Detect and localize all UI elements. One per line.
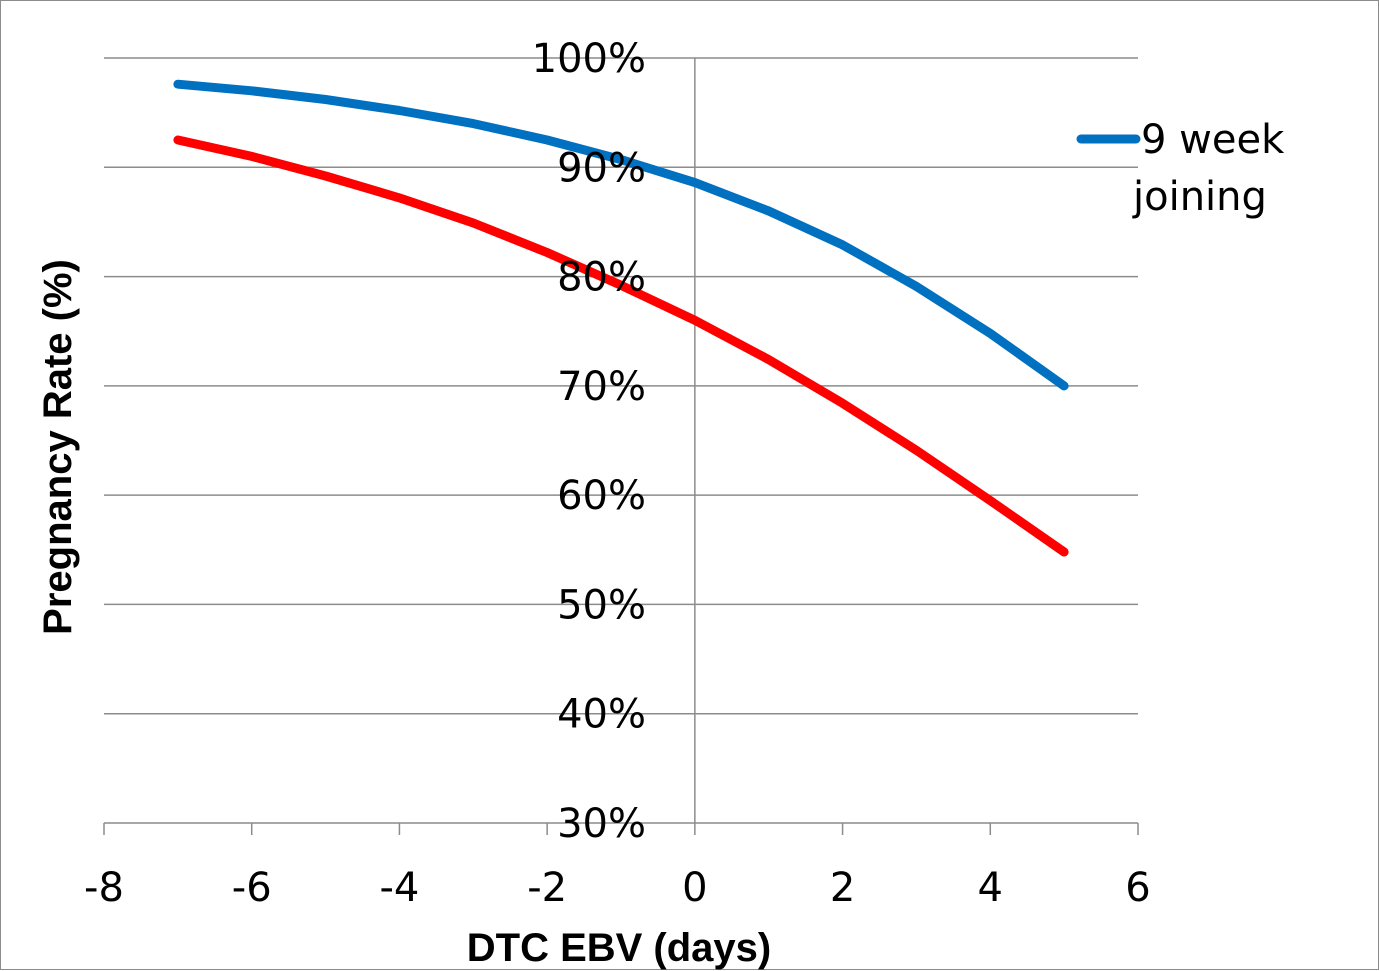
y-tick-label: 100% (532, 36, 646, 82)
series-line-2 (173, 135, 1069, 557)
x-tick-label: -8 (84, 865, 124, 911)
x-tick-label: -2 (527, 865, 567, 911)
y-tick-label: 50% (557, 582, 646, 628)
series-lines (173, 79, 1069, 557)
legend: 9 week joining (1076, 117, 1285, 220)
x-tick-label: -6 (232, 865, 272, 911)
y-tick-label: 90% (557, 145, 646, 191)
x-tick-label: -4 (379, 865, 419, 911)
series-line-1 (173, 79, 1069, 391)
x-tick-label: 2 (830, 865, 855, 911)
y-axis-title: Pregnancy Rate (%) (36, 259, 80, 635)
x-tick-label: 0 (682, 865, 707, 911)
x-tick-label: 6 (1125, 865, 1150, 911)
x-tick-labels: -8 -6 -4 -2 0 2 4 6 (84, 865, 1151, 911)
y-tick-label: 40% (557, 692, 646, 738)
y-tick-label: 60% (557, 473, 646, 519)
legend-label: 9 week joining (1132, 117, 1285, 220)
y-tick-label: 70% (557, 364, 646, 410)
x-tick-label: 4 (978, 865, 1003, 911)
y-tick-label: 30% (557, 801, 646, 847)
y-tick-labels: 30% 40% 50% 60% 70% 80% 90% 100% (532, 36, 646, 847)
y-tick-label: 80% (557, 255, 646, 301)
x-axis-title: DTC EBV (days) (467, 926, 772, 970)
